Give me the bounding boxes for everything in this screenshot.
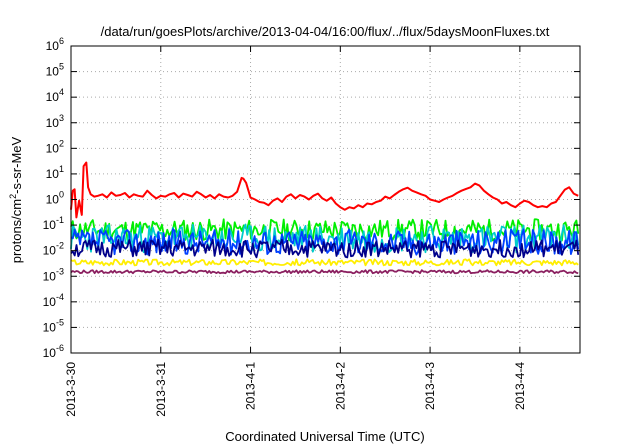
x-tick-label: 2013-4-4: [513, 362, 527, 410]
y-tick-label: 10-5: [43, 317, 64, 334]
series-line-6: [70, 269, 579, 275]
y-tick-label: 106: [46, 36, 64, 53]
y-tick-label: 102: [46, 138, 64, 155]
y-axis-label: protons/cm2-s-sr-MeV: [8, 136, 24, 263]
y-tick-label: 101: [46, 164, 64, 181]
chart-title: /data/run/goesPlots/archive/2013-04-04/1…: [101, 24, 550, 39]
x-tick-label: 2013-4-2: [333, 362, 347, 410]
series-line-1: [70, 218, 580, 242]
y-tick-label: 100: [46, 190, 64, 207]
x-tick-label: 2013-3-31: [154, 362, 168, 417]
x-axis-label: Coordinated Universal Time (UTC): [225, 429, 424, 444]
series-line-5: [70, 258, 579, 267]
y-tick-label: 10-4: [43, 292, 64, 309]
y-tick-label: 10-1: [43, 215, 64, 232]
x-tick-label: 2013-4-1: [244, 362, 258, 410]
y-tick-label: 10-6: [43, 343, 64, 360]
y-tick-label: 10-2: [43, 241, 64, 258]
series-line-4: [70, 238, 580, 259]
y-tick-label: 103: [46, 113, 64, 130]
y-axis-label-base: protons/cm: [9, 199, 24, 263]
y-tick-label: 10-3: [43, 266, 64, 283]
ticks: [70, 45, 580, 354]
y-tick-label: 105: [46, 62, 64, 79]
series-layer: [70, 161, 580, 275]
series-line-0: [70, 161, 579, 219]
y-tick-labels: 10-6 10-5 10-4 10-3 10-2 10-1 100 101 102 103 104 1…: [43, 36, 64, 360]
y-axis-label-rest: -s-sr-MeV: [9, 136, 24, 193]
x-tick-label: 2013-3-30: [64, 362, 78, 417]
x-tick-labels: 2013-3-30 2013-3-31 2013-4-1 2013-4-2 2013-4…: [64, 362, 527, 417]
y-tick-label: 104: [46, 87, 64, 104]
x-tick-label: 2013-4-3: [423, 362, 437, 410]
y-axis-label-sup: 2: [8, 194, 18, 199]
